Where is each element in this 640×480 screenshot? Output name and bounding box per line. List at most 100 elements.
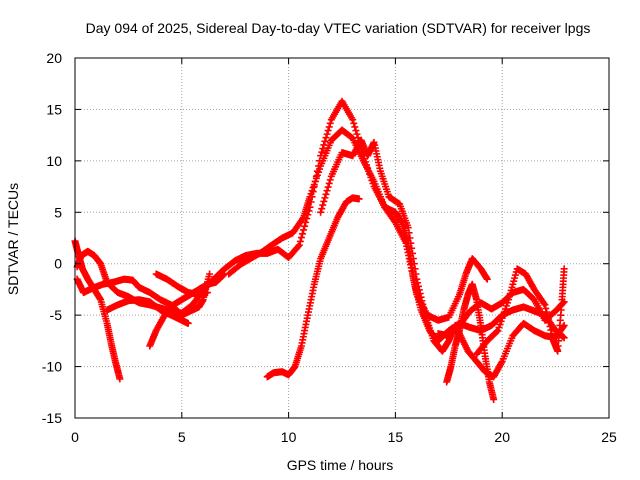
data-point: [404, 224, 412, 232]
data-point: [294, 242, 302, 250]
data-point: [321, 137, 329, 145]
data-point: [490, 395, 498, 403]
series-track-3: [73, 97, 491, 324]
y-tick-label: 10: [46, 153, 62, 169]
y-tick-label: -5: [50, 307, 63, 323]
data-point: [545, 319, 553, 327]
data-point: [415, 286, 423, 294]
grid-lines: [75, 58, 609, 418]
data-point: [420, 308, 428, 316]
x-tick-label: 20: [494, 429, 510, 445]
chart-title: Day 094 of 2025, Sidereal Day-to-day VTE…: [86, 20, 591, 36]
data-point: [317, 208, 325, 216]
data-point: [321, 194, 329, 202]
data-point: [414, 282, 422, 290]
data-point: [408, 244, 416, 252]
x-tick-label: 25: [601, 429, 617, 445]
data-point: [560, 298, 568, 306]
data-point: [324, 183, 332, 191]
data-point: [543, 308, 551, 316]
data-point: [416, 290, 424, 298]
data-point: [547, 326, 555, 334]
data-point: [318, 148, 326, 156]
x-tick-label: 5: [178, 429, 186, 445]
series-track-10: [152, 270, 211, 299]
data-point: [318, 205, 326, 213]
data-point: [326, 119, 334, 127]
data-point: [349, 116, 357, 124]
x-tick-label: 15: [388, 429, 404, 445]
y-tick-label: 20: [46, 50, 62, 66]
data-point: [414, 279, 422, 287]
x-tick-label: 10: [281, 429, 297, 445]
x-tick-label: 0: [71, 429, 79, 445]
data-point: [542, 304, 550, 312]
data-point: [546, 322, 554, 330]
data-point: [407, 239, 415, 247]
data-point: [206, 270, 214, 278]
data-point: [355, 195, 363, 203]
data-point: [325, 123, 333, 131]
data-point: [418, 297, 426, 305]
series-track-4: [225, 126, 568, 345]
data-point: [301, 222, 309, 230]
data-point: [549, 333, 557, 341]
data-point: [323, 187, 331, 195]
y-tick-label: -10: [42, 359, 62, 375]
data-point: [350, 119, 358, 127]
y-axis-title: SDTVAR / TECUs: [5, 183, 21, 295]
data-point: [298, 230, 306, 238]
plot-border: [74, 57, 610, 419]
data-point: [410, 260, 418, 268]
data-point: [408, 249, 416, 257]
data-point: [323, 130, 331, 138]
data-point: [353, 130, 361, 138]
data-point: [300, 226, 308, 234]
y-tick-label: -15: [42, 410, 62, 426]
y-tick-label: 15: [46, 101, 62, 117]
x-axis-title: GPS time / hours: [287, 457, 394, 473]
series-track-6: [263, 194, 363, 381]
data-point: [559, 299, 567, 307]
data-point: [560, 265, 568, 273]
series-track-11: [473, 265, 568, 358]
data-point: [116, 375, 124, 383]
data-point: [409, 255, 417, 263]
data-point: [412, 270, 420, 278]
series-track-5: [317, 136, 568, 381]
data-point: [559, 323, 567, 331]
data-point: [324, 127, 332, 135]
data-point: [184, 319, 192, 327]
data-point: [541, 301, 549, 309]
data-point: [419, 300, 427, 308]
data-point: [322, 134, 330, 142]
data-point: [203, 289, 211, 297]
data-point: [411, 265, 419, 273]
data-point: [406, 234, 414, 242]
axis-ticks: 0 5 10 15 20 25 -15 -10 -5 0 5 10 15 20: [42, 50, 617, 445]
series-track-9: [103, 296, 192, 327]
data-point: [296, 237, 304, 245]
series-track-12: [434, 285, 568, 340]
data-point: [295, 241, 303, 249]
data-point: [220, 271, 228, 279]
y-tick-label: 5: [54, 204, 62, 220]
data-point: [417, 293, 425, 301]
data-point: [351, 123, 359, 131]
data-point: [322, 190, 330, 198]
data-point: [405, 229, 413, 237]
data-point: [325, 179, 333, 187]
y-tick-label: 0: [54, 256, 62, 272]
data-point: [326, 176, 334, 184]
data-point: [319, 201, 327, 209]
data-point: [297, 234, 305, 242]
data-point: [221, 270, 229, 278]
data-point: [420, 304, 428, 312]
data-point: [483, 275, 491, 283]
data-point: [352, 127, 360, 135]
data-point: [548, 330, 556, 338]
data-points: [71, 97, 568, 403]
data-point: [560, 334, 568, 342]
data-point: [413, 275, 421, 283]
